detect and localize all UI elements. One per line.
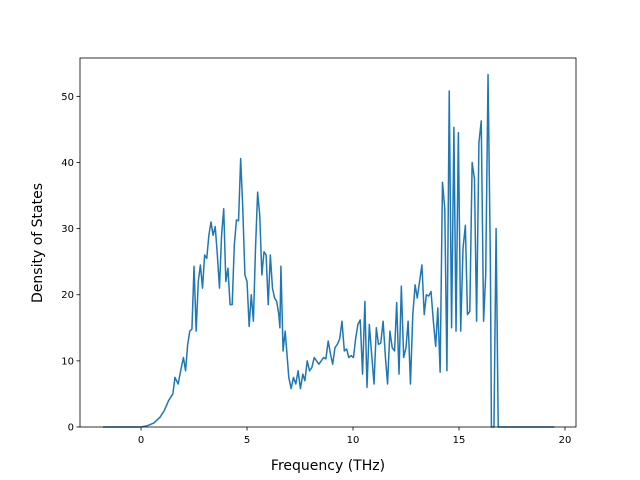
y-tick-label: 0 [68, 423, 74, 434]
y-tick-label: 30 [61, 224, 74, 235]
y-tick-label: 50 [61, 92, 74, 103]
y-tick-label: 40 [61, 158, 74, 169]
x-tick-label: 20 [559, 435, 572, 446]
y-tick-label: 20 [61, 290, 74, 301]
y-axis-label: Density of States [30, 183, 46, 303]
x-tick-label: 15 [453, 435, 466, 446]
plot-frame [79, 57, 577, 428]
data-line [102, 73, 555, 428]
x-tick-label: 0 [138, 435, 144, 446]
x-tick-label: 5 [244, 435, 250, 446]
y-tick-label: 10 [61, 356, 74, 367]
x-axis-label: Frequency (THz) [271, 458, 385, 474]
x-tick-label: 10 [347, 435, 360, 446]
